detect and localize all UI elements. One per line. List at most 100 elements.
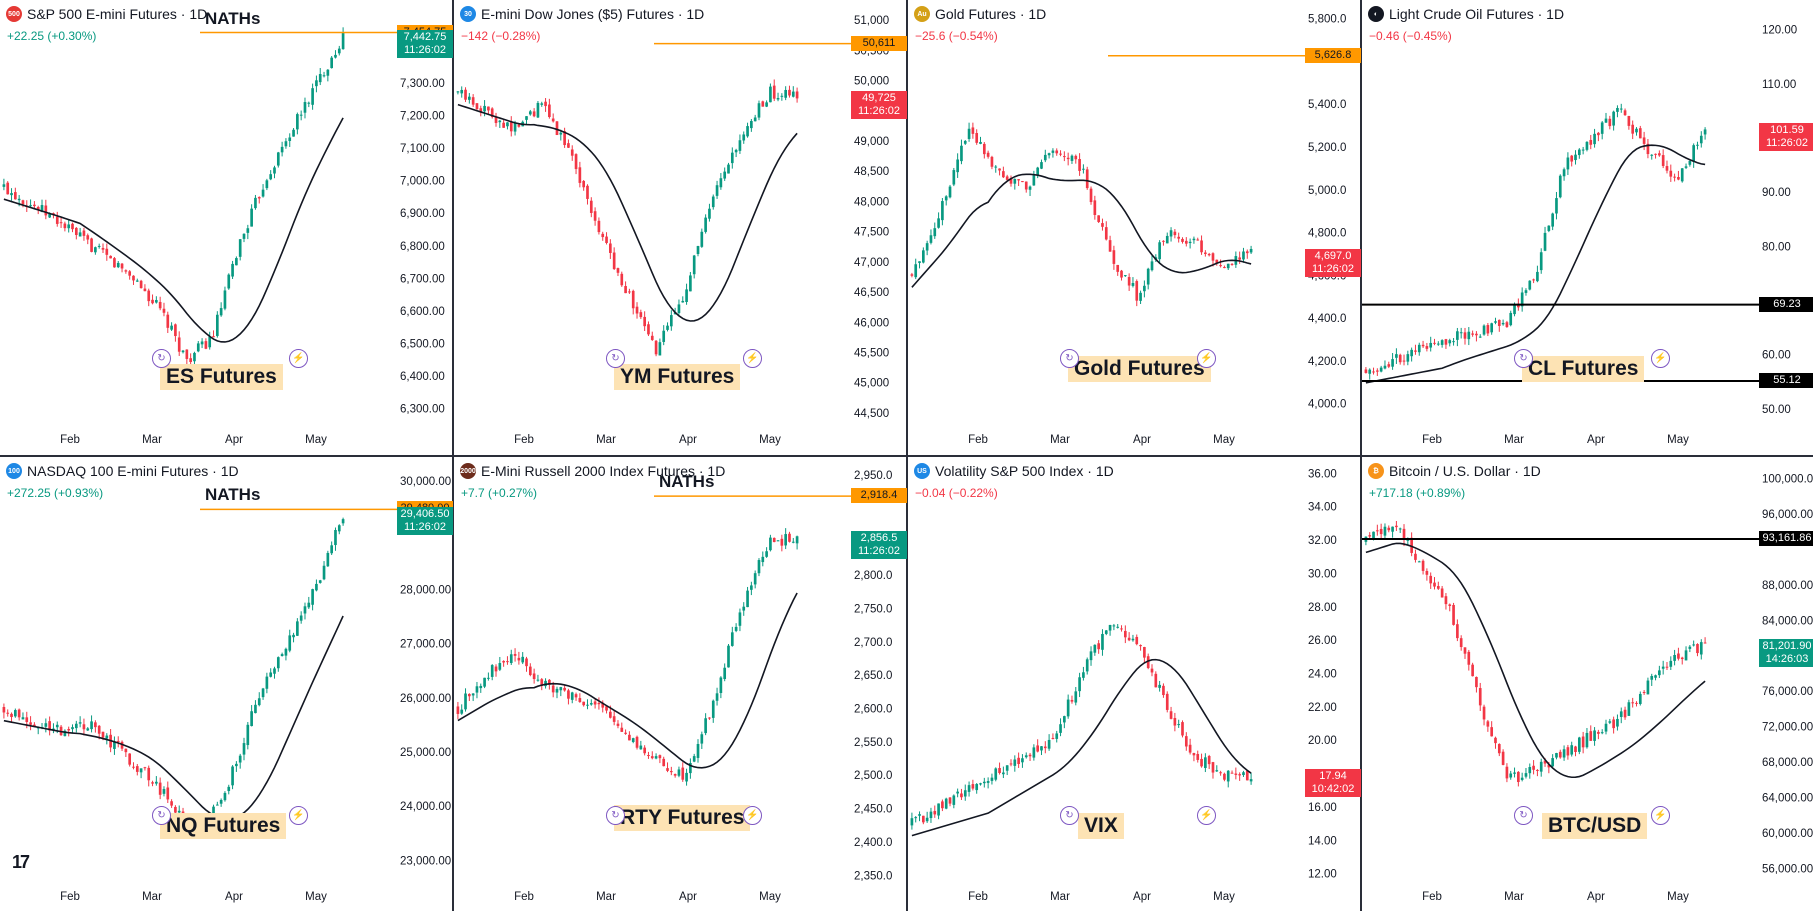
symbol-header[interactable]: 30 E-mini Dow Jones ($5) Futures · 1D: [460, 6, 704, 22]
tradingview-logo-icon[interactable]: 17: [12, 852, 30, 872]
symbol-header[interactable]: Au Gold Futures · 1D: [914, 6, 1046, 22]
candle: [132, 762, 135, 770]
symbol-title[interactable]: E-mini Dow Jones ($5) Futures · 1D: [481, 6, 705, 22]
candle: [1238, 772, 1241, 781]
lightning-icon[interactable]: ⚡: [289, 349, 308, 368]
candle: [292, 632, 295, 643]
symbol-header[interactable]: 500 S&P 500 E-mini Futures · 1D: [6, 6, 207, 22]
candle: [647, 321, 650, 337]
candle: [994, 165, 998, 173]
current-price-value: 81,201.90: [1762, 640, 1812, 653]
candle: [669, 310, 673, 331]
symbol-title[interactable]: Bitcoin / U.S. Dollar · 1D: [1389, 463, 1541, 479]
candle: [1391, 353, 1394, 370]
candle: [1536, 769, 1539, 777]
price-plot[interactable]: 100,000.00 96,000.00 88,000.00 84,000.00 76,…: [1362, 457, 1813, 912]
x-tick-label: Mar: [1050, 891, 1070, 903]
event-marker-icon[interactable]: ↻: [1514, 349, 1533, 368]
chart-panel-rty[interactable]: 2,950.02,850.02,800.02,750.02,700.02,650…: [454, 457, 907, 912]
candle: [296, 618, 299, 636]
price-plot[interactable]: 5,800.05,400.05,200.05,000.04,800.04,600…: [908, 0, 1361, 455]
price-plot[interactable]: 2,950.02,850.02,800.02,750.02,700.02,650…: [454, 457, 907, 912]
event-marker-icon[interactable]: ↻: [152, 349, 171, 368]
lightning-icon[interactable]: ⚡: [1651, 349, 1670, 368]
symbol-logo-icon: ₿: [1368, 463, 1384, 479]
symbol-header[interactable]: ₿ Bitcoin / U.S. Dollar · 1D: [1368, 463, 1541, 479]
price-plot[interactable]: 36.00 34.00 32.00 30.00 28.00 26.00 24.00 22.00…: [908, 457, 1361, 912]
price-plot[interactable]: 30,000.00 28,000.00 27,000.00 26,000.00 25,0…: [0, 457, 453, 912]
candle: [52, 723, 55, 734]
event-marker-icon[interactable]: ↻: [1060, 806, 1079, 825]
candle: [1570, 741, 1574, 757]
candle: [654, 753, 658, 760]
lightning-icon[interactable]: ⚡: [1651, 806, 1670, 825]
event-marker-icon[interactable]: ↻: [152, 806, 171, 825]
candle: [631, 737, 635, 744]
price-plot[interactable]: 7,300.00 7,200.00 7,100.00 7,000.00 6,900.00…: [0, 0, 453, 455]
y-tick-label: 32.00: [1308, 535, 1337, 547]
candle: [1097, 640, 1100, 654]
candle: [620, 271, 624, 287]
candle: [1558, 749, 1562, 759]
symbol-title[interactable]: E-Mini Russell 2000 Index Futures · 1D: [481, 463, 726, 479]
candle: [1002, 166, 1005, 179]
candle: [727, 643, 730, 668]
event-marker-icon[interactable]: ↻: [1514, 806, 1533, 825]
candle: [1070, 154, 1074, 164]
symbol-header[interactable]: US Volatility S&P 500 Index · 1D: [914, 463, 1114, 479]
symbol-header[interactable]: 2000 E-Mini Russell 2000 Index Futures · …: [460, 463, 725, 479]
candle: [1421, 559, 1425, 575]
candle: [223, 791, 227, 802]
candle: [1539, 248, 1543, 274]
chart-panel-nq[interactable]: 30,000.00 28,000.00 27,000.00 26,000.00 25,0…: [0, 457, 453, 912]
lightning-icon[interactable]: ⚡: [743, 349, 762, 368]
y-tick-label: 68,000.00: [1762, 757, 1813, 769]
price-plot[interactable]: 120.00 110.00 90.00 80.00 60.00 50.00 Feb Mar Ap…: [1362, 0, 1813, 455]
y-tick-label: 88,000.00: [1762, 580, 1813, 592]
event-marker-icon[interactable]: ↻: [606, 806, 625, 825]
lightning-icon[interactable]: ⚡: [1197, 806, 1216, 825]
symbol-header[interactable]: 100 NASDAQ 100 E-mini Futures · 1D: [6, 463, 239, 479]
chart-panel-btc[interactable]: 100,000.00 96,000.00 88,000.00 84,000.00 76,…: [1362, 457, 1813, 912]
event-marker-icon[interactable]: ↻: [1060, 349, 1079, 368]
symbol-title[interactable]: NASDAQ 100 E-mini Futures · 1D: [27, 463, 239, 479]
chart-panel-es[interactable]: 7,300.00 7,200.00 7,100.00 7,000.00 6,900.00…: [0, 0, 453, 455]
chart-panel-ym[interactable]: 51,00050,50050,00049,50049,00048,50048,0…: [454, 0, 907, 455]
symbol-title[interactable]: S&P 500 E-mini Futures · 1D: [27, 6, 208, 22]
candle: [1570, 154, 1574, 167]
symbol-title[interactable]: Volatility S&P 500 Index · 1D: [935, 463, 1114, 479]
candle: [998, 762, 1001, 775]
candle: [696, 245, 700, 257]
chart-panel-vix[interactable]: 36.00 34.00 32.00 30.00 28.00 26.00 24.00 22.00…: [908, 457, 1361, 912]
candle: [586, 699, 589, 710]
candle: [464, 87, 467, 103]
candle: [1158, 680, 1161, 692]
symbol-header[interactable]: ◐ Light Crude Oil Futures · 1D: [1368, 6, 1564, 22]
event-marker-icon[interactable]: ↻: [606, 349, 625, 368]
candle: [563, 127, 566, 148]
symbol-title[interactable]: Light Crude Oil Futures · 1D: [1389, 6, 1565, 22]
candle: [40, 199, 44, 213]
lightning-icon[interactable]: ⚡: [289, 806, 308, 825]
candle: [941, 198, 944, 226]
y-tick-label: 84,000.00: [1762, 615, 1813, 627]
chart-panel-cl[interactable]: 120.00 110.00 90.00 80.00 60.00 50.00 Feb Mar Ap…: [1362, 0, 1813, 455]
x-tick-label: Apr: [225, 434, 243, 446]
lightning-icon[interactable]: ⚡: [743, 806, 762, 825]
candle: [1089, 646, 1093, 666]
candle: [1223, 265, 1226, 269]
x-tick-label: May: [759, 891, 781, 903]
y-tick-label: 30.00: [1308, 568, 1337, 580]
candle: [635, 302, 639, 319]
candle: [941, 799, 944, 812]
lightning-icon[interactable]: ⚡: [1197, 349, 1216, 368]
candle: [1699, 131, 1703, 148]
candle: [86, 727, 90, 731]
symbol-title[interactable]: Gold Futures · 1D: [935, 6, 1047, 22]
candle: [1551, 212, 1554, 231]
chart-panel-gc[interactable]: 5,800.05,400.05,200.05,000.04,800.04,600…: [908, 0, 1361, 455]
candle: [609, 239, 612, 259]
candle: [59, 724, 63, 736]
candle: [933, 805, 937, 818]
current-price-value: 2,856.5: [860, 532, 898, 545]
